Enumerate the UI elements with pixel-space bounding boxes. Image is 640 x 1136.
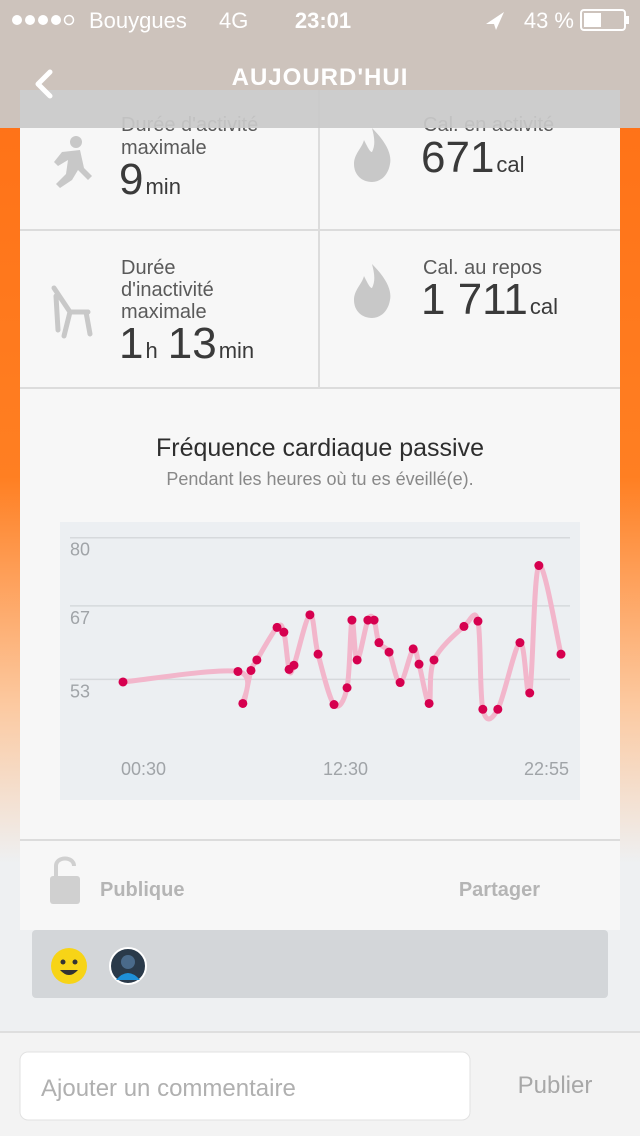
heart-rate-point: [374, 638, 384, 648]
value: 1: [119, 319, 143, 368]
heart-rate-point: [384, 647, 394, 657]
heart-rate-point: [395, 678, 405, 688]
heart-rate-point: [515, 638, 525, 648]
carrier: Bouygues: [89, 8, 187, 33]
heart-rate-point: [459, 621, 469, 631]
signal-dots: [12, 14, 75, 26]
heart-rate-point: [534, 561, 544, 571]
heart-rate-point: [414, 659, 424, 669]
unit: min: [145, 174, 180, 199]
clock: 23:01: [295, 8, 351, 33]
heart-rate-point: [525, 688, 535, 698]
heart-rate-point: [363, 615, 373, 625]
tile-label: maximale: [121, 301, 207, 323]
back-button[interactable]: [35, 69, 53, 99]
plot: 80 67 53 00:30 12:30 22:55: [70, 536, 570, 779]
heart-rate-point: [478, 704, 488, 714]
tile-value: 1h 13min: [119, 319, 254, 368]
heart-rate-point: [313, 649, 323, 659]
heart-rate-point: [424, 698, 434, 708]
y-tick-label: 67: [70, 608, 90, 628]
value: 9: [119, 155, 143, 204]
x-tick-label: 22:55: [524, 759, 569, 779]
heart-rate-point: [246, 665, 256, 675]
privacy-button[interactable]: Publique: [100, 879, 184, 901]
nav-title: AUJOURD'HUI: [232, 64, 409, 91]
tile-label: Cal. au repos: [423, 257, 542, 279]
heart-rate-point: [493, 704, 503, 714]
heart-rate-point: [408, 644, 418, 654]
chart-subtitle: Pendant les heures où tu es éveillé(e).: [166, 469, 473, 489]
value: 1 711: [421, 275, 528, 324]
user-avatar[interactable]: [109, 947, 147, 985]
nav-bar: [0, 0, 640, 128]
battery-icon: [580, 9, 629, 31]
lock-icon: [50, 856, 80, 904]
share-button[interactable]: Partager: [459, 879, 540, 901]
unit: h: [145, 338, 157, 363]
heart-rate-point: [279, 627, 289, 637]
unit: cal: [496, 152, 524, 177]
tile-label: maximale: [121, 137, 207, 159]
publish-button[interactable]: Publier: [518, 1072, 593, 1099]
heart-rate-point: [118, 677, 128, 687]
heart-rate-point: [238, 698, 248, 708]
tile-value: 671cal: [421, 133, 525, 182]
chair-icon: [51, 285, 93, 339]
y-tick-label: 53: [70, 681, 90, 701]
heart-rate-point: [342, 683, 352, 693]
comment-input[interactable]: [19, 1051, 471, 1121]
tile-value: 1 711cal: [421, 275, 558, 324]
y-tick-label: 80: [70, 540, 90, 560]
value: 671: [421, 133, 494, 182]
emoji-avatar: [51, 948, 87, 984]
flame-icon: [354, 128, 391, 182]
tile-label: d'inactivité: [121, 279, 214, 301]
heart-rate-point: [289, 660, 299, 670]
comment-placeholder: Ajouter un commentaire: [41, 1075, 296, 1102]
battery-level: 43 %: [524, 8, 574, 33]
runner-icon: [54, 136, 92, 188]
unit: min: [219, 338, 254, 363]
heart-rate-point: [369, 615, 379, 625]
chart-title: Fréquence cardiaque passive: [156, 434, 484, 462]
location-icon: [486, 12, 504, 30]
heart-rate-point: [429, 655, 439, 665]
flame-icon: [354, 264, 391, 318]
heart-rate-point: [473, 616, 483, 626]
likes-box: [32, 930, 608, 998]
tile-label: Durée: [121, 257, 175, 279]
heart-rate-point: [233, 666, 243, 676]
heart-rate-point: [556, 649, 566, 659]
heart-rate-point: [272, 622, 282, 632]
network: 4G: [219, 8, 248, 33]
heart-rate-point: [352, 655, 362, 665]
heart-rate-point: [347, 615, 357, 625]
tile-value: 9min: [119, 155, 181, 204]
x-tick-label: 00:30: [121, 759, 166, 779]
value: 13: [168, 319, 217, 368]
heart-rate-point: [329, 700, 339, 710]
unit: cal: [530, 294, 558, 319]
x-tick-label: 12:30: [323, 759, 368, 779]
heart-rate-point: [252, 655, 262, 665]
heart-rate-point: [305, 610, 315, 620]
